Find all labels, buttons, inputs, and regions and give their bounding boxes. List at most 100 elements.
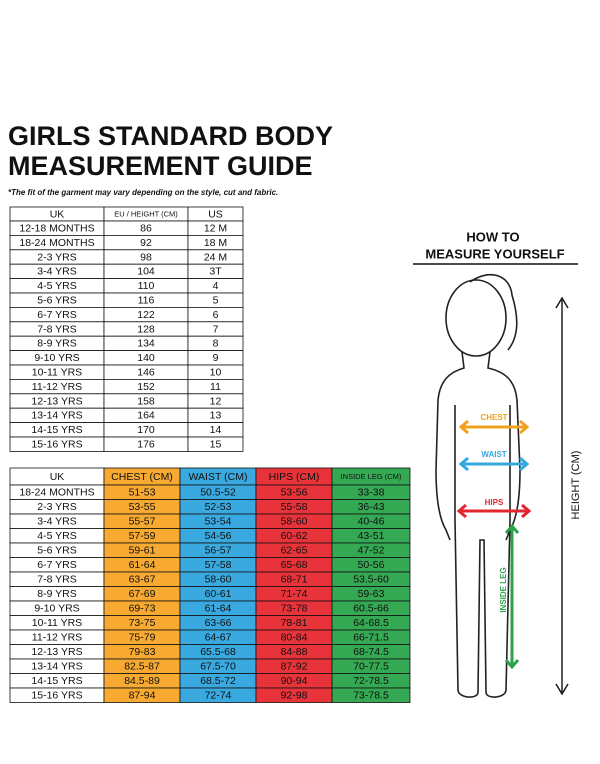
cell: 57-59 [129,530,156,542]
cell: 15 [210,438,222,450]
cell: 13-14 YRS [31,661,82,673]
cell: 8-9 YRS [37,338,77,350]
cell: 7 [213,323,219,335]
cell: 70-77.5 [353,661,389,673]
cell: 66-71.5 [353,632,389,644]
cell: 40-46 [358,516,385,528]
cell: 9-10 YRS [34,352,79,364]
arrowheads [458,456,530,472]
cell: 43-51 [358,530,385,542]
cell: 12 M [204,222,227,234]
figure-title: HOW TO [466,229,519,244]
cell: 14 [210,424,222,436]
cell: 60.5-66 [353,603,389,615]
cell: 78-81 [281,617,308,629]
cell: 50-56 [358,559,385,571]
header-cell: EU / HEIGHT (CM) [114,209,178,218]
cell: 65.5-68 [200,646,236,658]
header-cell: HIPS (CM) [269,471,320,483]
cell: 75-79 [129,632,156,644]
arrowheads [458,419,530,435]
cell: 51-53 [129,487,156,499]
cell: 73-78 [281,603,308,615]
cell: 62-65 [281,545,308,557]
leg-label: INSIDE LEG [499,567,508,612]
cell: 152 [137,381,155,393]
cell: 14-15 YRS [31,424,82,436]
cell: 18-24 MONTHS [19,487,94,499]
cell: 58-60 [205,574,232,586]
height-label: HEIGHT (CM) [570,451,582,520]
cell: 11 [210,381,221,393]
cell: 53-56 [281,487,308,499]
cell: 11-12 YRS [32,381,82,393]
cell: 128 [137,323,155,335]
cell: 69-73 [129,603,156,615]
cell: 12 [210,395,222,407]
header-cell: INSIDE LEG (CM) [341,472,402,481]
cell: 9 [213,352,219,364]
cell: 82.5-87 [124,661,160,673]
cell-box [331,687,411,703]
cell: 60-61 [205,588,232,600]
cell: 79-83 [129,646,156,658]
cell: 12-18 MONTHS [19,222,94,234]
cell: 54-56 [205,530,232,542]
cell: 3-4 YRS [37,266,77,278]
cell: 18-24 MONTHS [19,237,94,249]
cell: 11-12 YRS [32,632,82,644]
cell: 53-54 [205,516,232,528]
cell: 64-68.5 [353,617,389,629]
cell: 146 [137,366,155,378]
title-line: MEASUREMENT GUIDE [8,151,313,181]
cell: 2-3 YRS [37,251,77,263]
cell: 5-6 YRS [37,545,77,557]
cell: 52-53 [205,501,232,513]
cell: 67-69 [129,588,156,600]
title-line: GIRLS STANDARD BODY [8,121,333,151]
cell: 6 [213,309,219,321]
cell: 90-94 [281,675,308,687]
cell: 60-62 [281,530,308,542]
cell: 134 [137,338,155,350]
header-cell: US [208,208,223,220]
cell: 61-64 [129,559,156,571]
cell: 73-78.5 [353,690,389,702]
arrowheads [504,523,520,670]
cell: 86 [140,222,152,234]
cell: 15-16 YRS [31,690,82,702]
cell: 110 [138,280,155,292]
cell: 7-8 YRS [37,323,77,335]
cell: 9-10 YRS [34,603,79,615]
cell: 64-67 [205,632,232,644]
cell: 68-71 [281,574,308,586]
cell: 5 [213,294,219,306]
cell: 92 [140,237,152,249]
cell: 3-4 YRS [37,516,77,528]
cell: 53-55 [129,501,156,513]
figure: HOW TO MEASURE YOURSELF HEIGHT (CM) CHES… [413,229,582,698]
arrowheads [555,296,569,696]
cell: 10-11 YRS [32,366,82,378]
cell: 84-88 [281,646,308,658]
cell: 71-74 [281,588,308,600]
cell: 2-3 YRS [37,501,77,513]
silhouette [435,273,521,698]
cell-box [187,436,244,452]
cell: 10-11 YRS [32,617,82,629]
figure-title: MEASURE YOURSELF [425,246,564,261]
cell: 176 [137,438,155,450]
cell: 72-78.5 [353,675,389,687]
cell: 87-92 [281,661,308,673]
cell: 18 M [204,237,227,249]
cell: 13-14 YRS [31,410,82,422]
hips-label: HIPS [485,498,504,507]
cell: 58-60 [281,516,308,528]
cell: 33-38 [358,487,385,499]
cell: 55-58 [281,501,308,513]
cell: 57-58 [205,559,232,571]
cell: 13 [210,410,222,422]
cell: 164 [137,410,155,422]
cell: 6-7 YRS [37,309,77,321]
